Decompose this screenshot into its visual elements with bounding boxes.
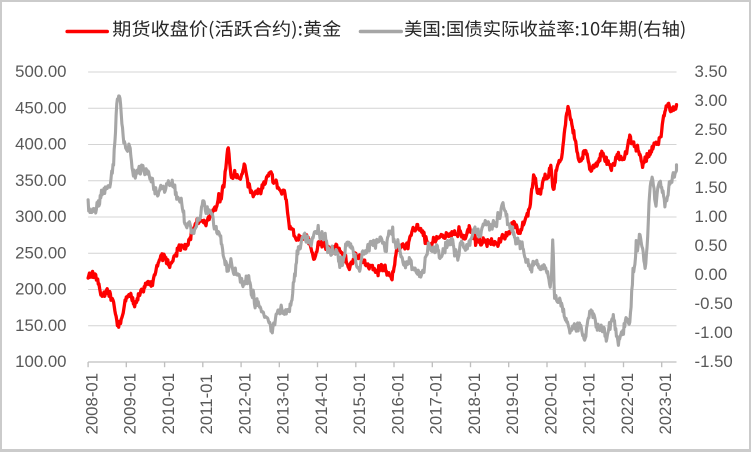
svg-text:2010-01: 2010-01 xyxy=(159,373,178,435)
svg-text:2013-01: 2013-01 xyxy=(274,373,293,435)
svg-text:2.00: 2.00 xyxy=(695,149,728,168)
svg-text:-1.00: -1.00 xyxy=(695,323,733,342)
svg-text:250.00: 250.00 xyxy=(15,243,66,262)
svg-text:2.50: 2.50 xyxy=(695,120,728,139)
svg-text:200.00: 200.00 xyxy=(15,280,66,299)
svg-text:2018-01: 2018-01 xyxy=(465,373,484,435)
svg-text:2020-01: 2020-01 xyxy=(541,373,560,435)
svg-text:1.00: 1.00 xyxy=(695,207,728,226)
svg-text:2011-01: 2011-01 xyxy=(197,374,216,434)
svg-text:3.00: 3.00 xyxy=(695,91,728,110)
svg-text:0.00: 0.00 xyxy=(695,265,728,284)
svg-text:2022-01: 2022-01 xyxy=(618,373,637,435)
svg-text:2017-01: 2017-01 xyxy=(427,373,446,435)
svg-text:450.00: 450.00 xyxy=(15,99,66,118)
svg-text:2014-01: 2014-01 xyxy=(312,373,331,435)
svg-text:500.00: 500.00 xyxy=(15,62,66,81)
svg-text:2019-01: 2019-01 xyxy=(503,373,522,435)
svg-text:3.50: 3.50 xyxy=(695,62,728,81)
svg-text:300.00: 300.00 xyxy=(15,207,66,226)
svg-text:2021-01: 2021-01 xyxy=(580,373,599,435)
svg-text:2008-01: 2008-01 xyxy=(83,373,102,435)
svg-text:2012-01: 2012-01 xyxy=(236,373,255,435)
svg-text:2009-01: 2009-01 xyxy=(121,373,140,435)
svg-text:400.00: 400.00 xyxy=(15,135,66,154)
svg-text:2023-01: 2023-01 xyxy=(656,373,675,435)
svg-text:2015-01: 2015-01 xyxy=(350,373,369,435)
svg-text:0.50: 0.50 xyxy=(695,236,728,255)
svg-text:100.00: 100.00 xyxy=(15,352,66,371)
svg-text:-0.50: -0.50 xyxy=(695,294,733,313)
svg-text:150.00: 150.00 xyxy=(15,316,66,335)
svg-text:-1.50: -1.50 xyxy=(695,352,733,371)
svg-text:2016-01: 2016-01 xyxy=(388,373,407,435)
svg-text:350.00: 350.00 xyxy=(15,171,66,190)
svg-text:1.50: 1.50 xyxy=(695,178,728,197)
